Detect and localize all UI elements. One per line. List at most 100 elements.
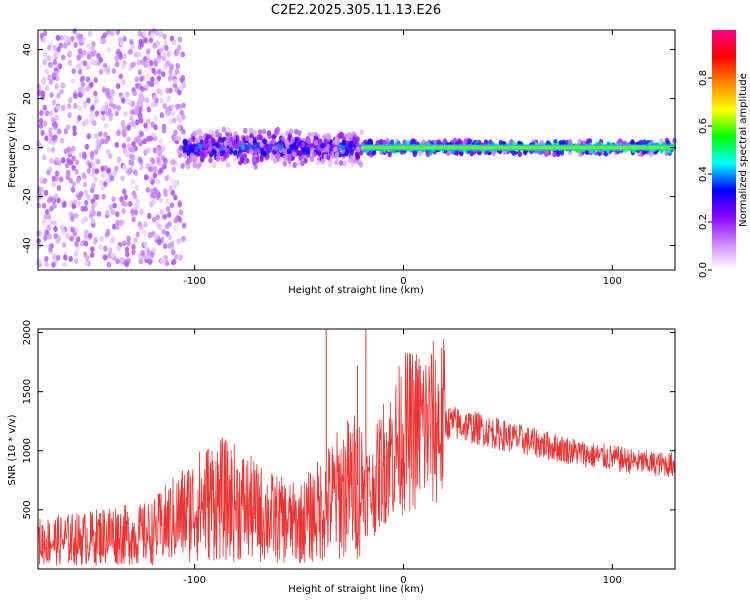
spectrogram-cell bbox=[59, 176, 64, 183]
spectrogram-cell bbox=[315, 159, 321, 166]
spectrogram-cell bbox=[104, 122, 109, 129]
spectrogram-centerline-core bbox=[361, 146, 675, 150]
spectrogram-cell bbox=[90, 246, 95, 253]
spectrogram-cell bbox=[117, 157, 122, 164]
spectrogram-cell bbox=[102, 66, 107, 73]
spectrogram-cell bbox=[166, 96, 171, 103]
spectrogram-cell bbox=[42, 76, 47, 83]
spectrogram-cell bbox=[121, 124, 127, 131]
spectrogram-cell bbox=[98, 68, 104, 75]
spectrogram-cell bbox=[122, 188, 127, 195]
spectrogram-frame bbox=[37, 29, 676, 271]
spectrogram-cell bbox=[131, 244, 136, 251]
spectrogram-cell bbox=[154, 79, 159, 86]
spectrogram-cell bbox=[86, 133, 91, 140]
spectrogram-cell bbox=[149, 60, 154, 67]
spectrogram-cell bbox=[271, 134, 277, 141]
x-tick-label: 0 bbox=[400, 276, 406, 287]
spectrogram-cell bbox=[44, 256, 49, 263]
spectrogram-cell bbox=[272, 157, 278, 164]
spectrogram-cell bbox=[89, 150, 95, 157]
spectrogram-cell bbox=[46, 224, 51, 231]
spectrogram-cell bbox=[292, 162, 297, 169]
spectrogram-cell bbox=[130, 178, 136, 185]
spectrogram-cell bbox=[41, 218, 47, 225]
spectrogram-cell bbox=[90, 160, 96, 167]
spectrogram-cell bbox=[157, 223, 162, 230]
spectrogram-cell bbox=[578, 151, 583, 158]
spectrogram-cell bbox=[156, 57, 161, 64]
spectrogram-cell bbox=[143, 221, 148, 228]
spectrogram-cell bbox=[56, 46, 61, 53]
spectrogram-cell bbox=[157, 239, 162, 246]
x-tick-label: 100 bbox=[603, 575, 622, 586]
spectrogram-cell bbox=[121, 142, 127, 149]
spectrogram-cell bbox=[143, 241, 148, 248]
spectrogram-cell bbox=[52, 202, 57, 209]
spectrogram-cell bbox=[89, 209, 94, 216]
spectrogram-cell bbox=[180, 162, 185, 169]
spectrogram-cell bbox=[150, 178, 156, 185]
spectrogram-cell bbox=[116, 104, 122, 111]
spectrogram-cell bbox=[309, 156, 315, 163]
spectrogram-cell bbox=[211, 132, 216, 139]
spectrogram-cell bbox=[169, 63, 174, 70]
snr-x-label: Height of straight line (km) bbox=[288, 584, 424, 595]
spectrogram-cell bbox=[166, 50, 171, 57]
spectrogram-cell bbox=[210, 137, 215, 144]
spectrogram-cell bbox=[183, 138, 188, 145]
spectrogram-cell bbox=[192, 130, 197, 137]
spectrogram-cell bbox=[110, 30, 115, 37]
spectrogram-cell bbox=[151, 216, 157, 223]
spectrogram-cell bbox=[71, 181, 76, 188]
spectrogram-cell bbox=[110, 236, 115, 243]
spectrogram-cell bbox=[59, 137, 65, 144]
spectrogram-cell bbox=[221, 126, 227, 133]
spectrogram-cell bbox=[237, 140, 242, 147]
spectrogram-cell bbox=[122, 164, 127, 171]
spectrogram-cell bbox=[89, 111, 94, 118]
spectrogram-cell bbox=[181, 222, 187, 229]
colorbar: 0.0 0.2 0.4 0.6 0.8 Normalized spectral ampl… bbox=[698, 30, 749, 278]
spectrogram-cell bbox=[83, 199, 89, 206]
spectrogram-cell bbox=[139, 117, 144, 124]
spectrogram-cell bbox=[77, 104, 82, 111]
spectrogram-cell bbox=[181, 114, 186, 121]
spectrogram-cell bbox=[46, 213, 52, 220]
spectrogram-cell bbox=[107, 252, 113, 259]
spectrogram-cell bbox=[103, 165, 108, 172]
spectrogram-cell bbox=[121, 79, 126, 86]
spectrogram-cell bbox=[442, 138, 448, 145]
spectrogram-cell bbox=[140, 85, 145, 92]
spectrogram-cell bbox=[207, 145, 213, 152]
colorbar-tick-label: 0.2 bbox=[698, 214, 709, 230]
spectrogram-cell bbox=[252, 139, 257, 146]
spectrogram-cell bbox=[61, 241, 67, 248]
spectrogram-cell bbox=[242, 152, 248, 159]
spectrogram-cell bbox=[244, 146, 250, 153]
spectrogram-cell bbox=[38, 118, 44, 125]
spectrogram-cell bbox=[104, 138, 109, 145]
spectrogram-cell bbox=[61, 104, 66, 111]
spectrogram-cell bbox=[90, 217, 95, 224]
spectrogram-cell bbox=[306, 147, 311, 154]
spectrogram-cell bbox=[90, 104, 95, 111]
spectrogram-cell bbox=[233, 149, 238, 156]
spectrogram-cell bbox=[42, 36, 47, 43]
spectrogram-cell bbox=[208, 128, 213, 135]
spectrogram-cell bbox=[253, 163, 258, 170]
y-tick-label: 40 bbox=[22, 43, 33, 56]
spectrogram-cell bbox=[107, 153, 113, 160]
spectrogram-cell bbox=[212, 149, 217, 156]
spectrogram-cell bbox=[176, 135, 182, 142]
spectrogram-cell bbox=[175, 103, 180, 110]
spectrogram-cell bbox=[120, 175, 125, 182]
spectrogram-cell bbox=[152, 94, 157, 101]
spectrogram-cell bbox=[93, 176, 98, 183]
spectrogram-cell bbox=[138, 38, 143, 45]
spectrogram-cell bbox=[170, 189, 175, 196]
y-tick-label: 0 bbox=[22, 144, 33, 150]
spectrogram-cell bbox=[77, 48, 83, 55]
spectrogram-cell bbox=[163, 191, 168, 198]
spectrogram-cell bbox=[228, 147, 233, 154]
